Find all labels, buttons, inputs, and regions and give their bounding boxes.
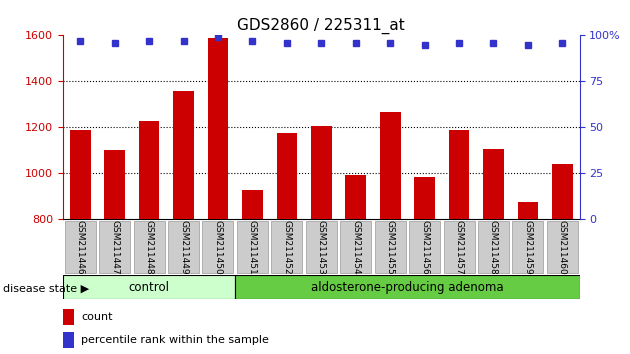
Text: GSM211449: GSM211449 bbox=[179, 219, 188, 274]
FancyBboxPatch shape bbox=[99, 221, 130, 273]
Bar bbox=[105, 150, 125, 219]
FancyBboxPatch shape bbox=[340, 221, 371, 273]
Bar bbox=[518, 202, 538, 219]
Text: percentile rank within the sample: percentile rank within the sample bbox=[81, 335, 269, 345]
FancyBboxPatch shape bbox=[168, 221, 199, 273]
Bar bbox=[449, 130, 469, 219]
FancyBboxPatch shape bbox=[65, 221, 96, 273]
Bar bbox=[208, 38, 228, 219]
FancyBboxPatch shape bbox=[478, 221, 509, 273]
FancyBboxPatch shape bbox=[272, 221, 302, 273]
Text: GSM211452: GSM211452 bbox=[282, 219, 291, 274]
Bar bbox=[242, 189, 263, 219]
FancyBboxPatch shape bbox=[134, 221, 164, 273]
Text: GSM211457: GSM211457 bbox=[455, 219, 464, 274]
Text: GSM211448: GSM211448 bbox=[145, 219, 154, 274]
Bar bbox=[552, 164, 573, 219]
FancyBboxPatch shape bbox=[512, 221, 544, 273]
Text: GSM211451: GSM211451 bbox=[248, 219, 257, 274]
Text: GSM211460: GSM211460 bbox=[558, 219, 567, 274]
Text: control: control bbox=[129, 281, 169, 293]
FancyBboxPatch shape bbox=[306, 221, 337, 273]
FancyBboxPatch shape bbox=[444, 221, 474, 273]
FancyBboxPatch shape bbox=[63, 275, 235, 299]
Text: GSM211455: GSM211455 bbox=[386, 219, 394, 274]
Text: count: count bbox=[81, 312, 113, 322]
Bar bbox=[311, 126, 331, 219]
FancyBboxPatch shape bbox=[409, 221, 440, 273]
Text: GSM211453: GSM211453 bbox=[317, 219, 326, 274]
Text: GSM211456: GSM211456 bbox=[420, 219, 429, 274]
Text: GSM211454: GSM211454 bbox=[352, 219, 360, 274]
FancyBboxPatch shape bbox=[202, 221, 234, 273]
FancyBboxPatch shape bbox=[235, 275, 580, 299]
FancyBboxPatch shape bbox=[375, 221, 406, 273]
FancyBboxPatch shape bbox=[547, 221, 578, 273]
Text: GSM211446: GSM211446 bbox=[76, 219, 84, 274]
Bar bbox=[63, 332, 74, 348]
Bar bbox=[277, 133, 297, 219]
Bar bbox=[173, 91, 194, 219]
Bar bbox=[63, 309, 74, 325]
Title: GDS2860 / 225311_at: GDS2860 / 225311_at bbox=[238, 18, 405, 34]
Bar bbox=[70, 130, 91, 219]
Text: disease state ▶: disease state ▶ bbox=[3, 284, 89, 293]
Bar bbox=[380, 113, 401, 219]
Bar bbox=[483, 149, 504, 219]
Text: GSM211447: GSM211447 bbox=[110, 219, 119, 274]
Bar bbox=[139, 120, 159, 219]
FancyBboxPatch shape bbox=[237, 221, 268, 273]
Text: GSM211458: GSM211458 bbox=[489, 219, 498, 274]
Text: GSM211450: GSM211450 bbox=[214, 219, 222, 274]
Bar bbox=[415, 177, 435, 219]
Bar bbox=[345, 175, 366, 219]
Text: GSM211459: GSM211459 bbox=[524, 219, 532, 274]
Text: aldosterone-producing adenoma: aldosterone-producing adenoma bbox=[311, 281, 504, 293]
